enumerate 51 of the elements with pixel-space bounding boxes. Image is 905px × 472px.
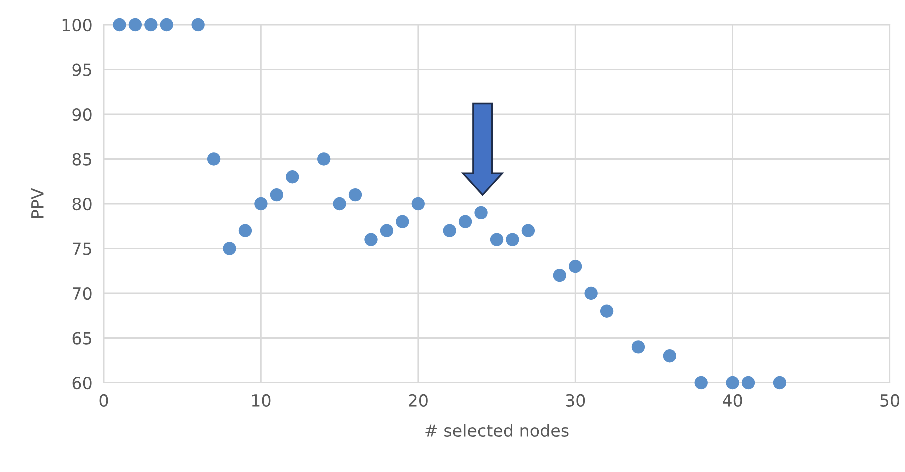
point [254, 197, 268, 211]
point [569, 260, 582, 274]
x-axis-title: # selected nodes [426, 424, 569, 438]
point [270, 188, 284, 202]
point [553, 269, 566, 282]
x-tick-label: 0 [100, 394, 108, 408]
point [600, 304, 614, 318]
y-tick-label: 65 [72, 332, 92, 345]
point [726, 376, 740, 390]
point [506, 233, 520, 246]
point [317, 152, 331, 166]
point [113, 18, 126, 32]
y-tick-label: 80 [72, 198, 92, 211]
point [474, 206, 488, 220]
point [128, 18, 142, 32]
y-tick-label: 75 [73, 242, 92, 256]
point [490, 233, 504, 246]
point [207, 152, 221, 166]
point [694, 376, 708, 390]
x-tick-label: 50 [880, 394, 900, 408]
point [458, 215, 472, 228]
y-tick-label: 100 [62, 18, 92, 32]
y-tick-label: 95 [72, 64, 92, 76]
point [443, 224, 456, 238]
point [160, 18, 174, 32]
point [773, 376, 787, 390]
point [348, 188, 362, 202]
point [144, 18, 158, 32]
y-axis-title: PPV [32, 188, 44, 218]
point [522, 224, 536, 238]
point [223, 242, 236, 256]
point [396, 215, 410, 228]
y-tick-label: 70 [73, 287, 92, 300]
point [238, 224, 252, 238]
y-tick-label: 60 [72, 376, 92, 390]
point [286, 170, 300, 184]
y-tick-label: 90 [72, 108, 92, 122]
point [380, 224, 394, 238]
x-tick-label: 20 [409, 394, 428, 408]
y-tick-label: 85 [72, 153, 92, 166]
point [333, 197, 346, 211]
x-tick-label: 40 [723, 394, 742, 408]
point [632, 340, 646, 354]
x-tick-label: 30 [566, 394, 586, 408]
point [192, 18, 205, 32]
x-tick-label: 10 [252, 394, 271, 408]
point [663, 350, 677, 363]
point [412, 197, 425, 211]
point [364, 233, 378, 246]
point [742, 376, 756, 390]
point [584, 286, 598, 300]
